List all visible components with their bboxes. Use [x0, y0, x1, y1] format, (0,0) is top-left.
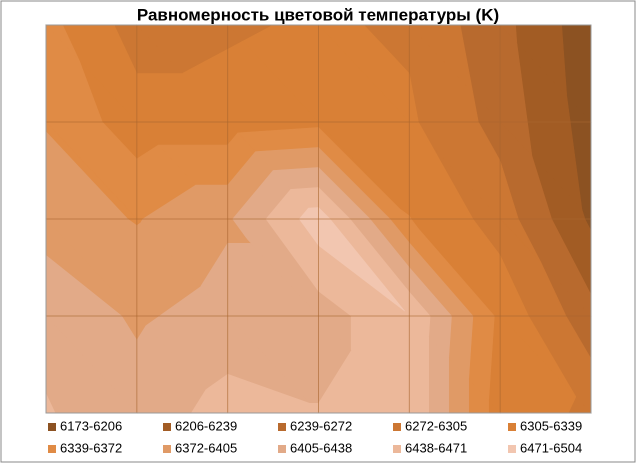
legend-label: 6173-6206	[60, 418, 122, 433]
legend-swatch	[393, 423, 401, 431]
legend-label: 6239-6272	[290, 418, 352, 433]
legend-label: 6471-6504	[520, 440, 582, 455]
legend-swatch	[508, 423, 516, 431]
legend-swatch	[393, 445, 401, 453]
legend-swatch	[163, 445, 171, 453]
legend-label: 6305-6339	[520, 418, 582, 433]
legend-label: 6372-6405	[175, 440, 237, 455]
legend-label: 6405-6438	[290, 440, 352, 455]
legend-swatch	[48, 445, 56, 453]
plot-border	[45, 24, 592, 414]
legend-swatch	[278, 423, 286, 431]
legend-swatch	[508, 445, 516, 453]
chart-title: Равномерность цветовой температуры (K)	[137, 5, 499, 24]
legend-swatch	[278, 445, 286, 453]
legend-swatch	[48, 423, 56, 431]
legend-swatch	[163, 423, 171, 431]
legend-label: 6206-6239	[175, 418, 237, 433]
legend-label: 6272-6305	[405, 418, 467, 433]
plot-area	[45, 24, 592, 414]
legend-label: 6438-6471	[405, 440, 467, 455]
legend: 6173-6206 6206-6239 6239-6272 6272-6305 6305…	[48, 418, 582, 455]
legend-label: 6339-6372	[60, 440, 122, 455]
